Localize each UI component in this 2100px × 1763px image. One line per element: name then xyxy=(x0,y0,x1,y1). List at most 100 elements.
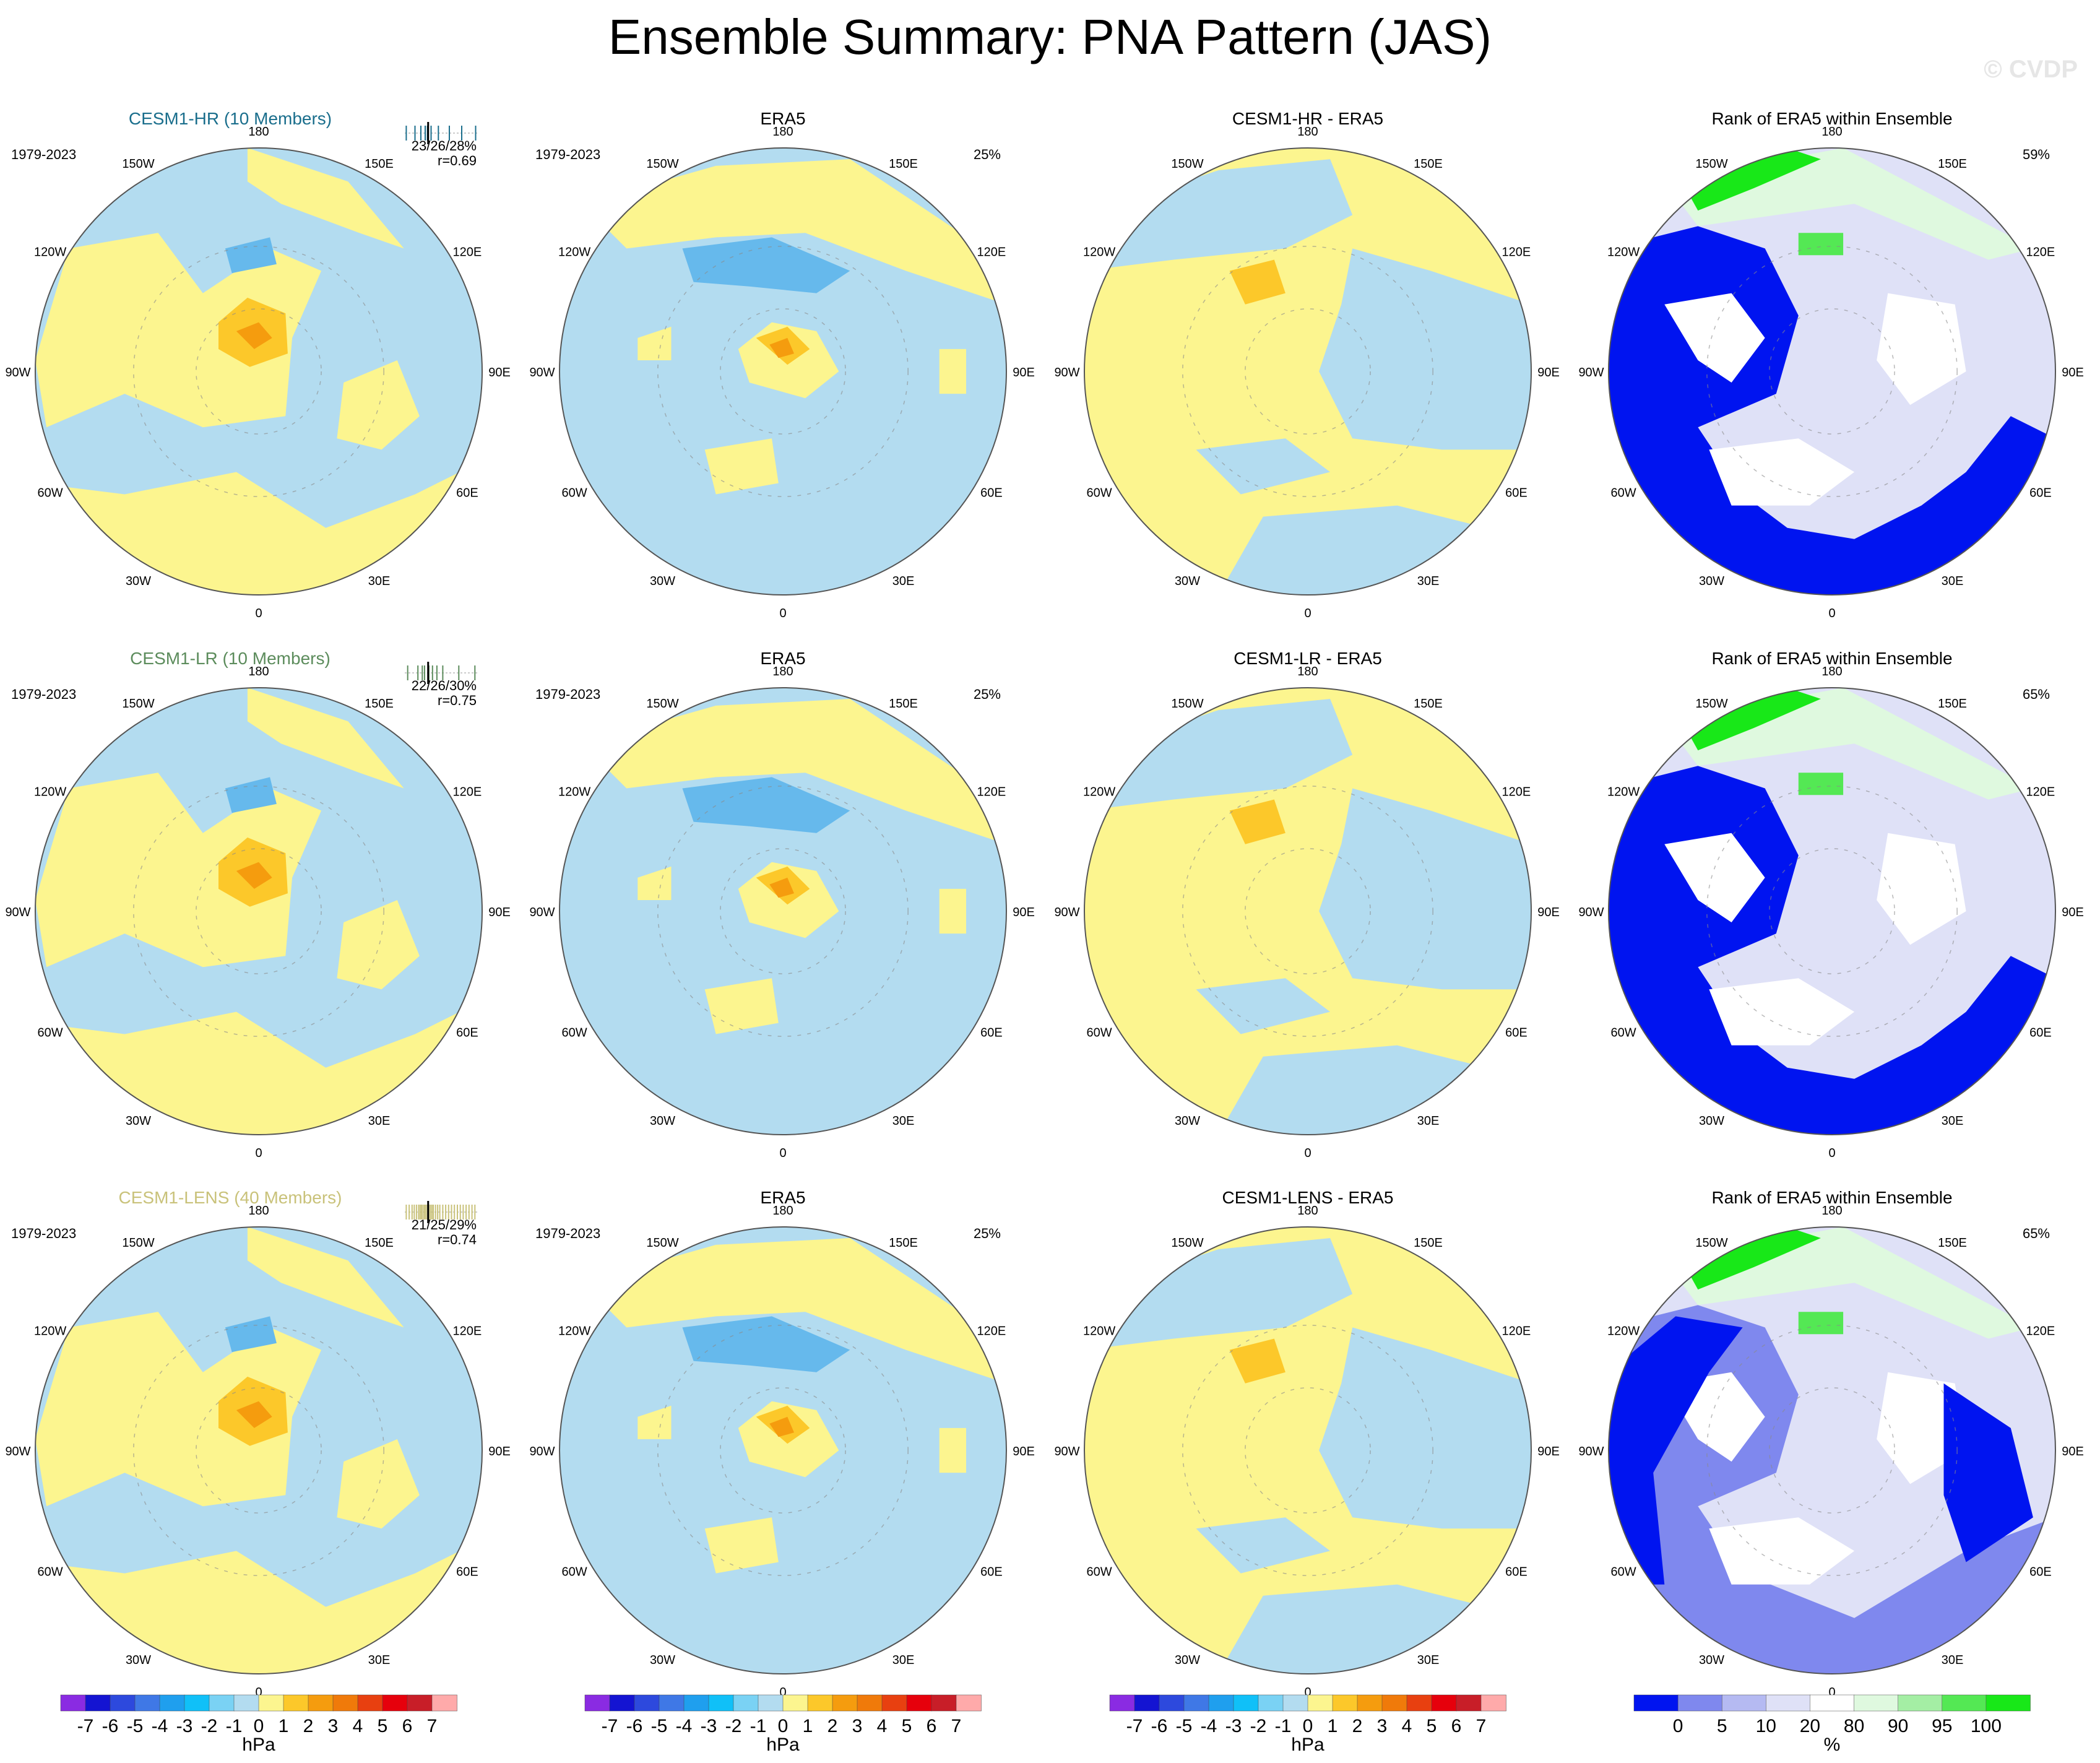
longitude-label: 30E xyxy=(1417,574,1440,588)
coastline xyxy=(196,1387,322,1514)
longitude-label: 30W xyxy=(1175,1114,1200,1128)
map-border xyxy=(559,147,1007,596)
colorbar-tick: 1 xyxy=(279,1716,289,1736)
cvdp-watermark: © CVDP xyxy=(1984,56,2078,83)
colorbar-swatch xyxy=(634,1694,660,1712)
longitude-label: 150W xyxy=(1695,157,1727,171)
longitude-label: 30W xyxy=(1175,1653,1200,1667)
longitude-label: 0 xyxy=(779,1146,786,1160)
longitude-label: 120E xyxy=(453,786,482,799)
rank-region xyxy=(1943,1383,2033,1562)
colorbar-tick: 6 xyxy=(927,1716,937,1736)
colorbar-tick: -5 xyxy=(127,1716,144,1736)
longitude-label: 150W xyxy=(1695,1236,1727,1250)
longitude-label: 0 xyxy=(1304,1686,1311,1699)
longitude-label: 90W xyxy=(1054,1445,1079,1458)
colorbar-tick: 7 xyxy=(951,1716,962,1736)
longitude-label: 120W xyxy=(558,246,590,259)
map-field xyxy=(560,1227,1006,1674)
longitude-label: 120E xyxy=(2026,786,2055,799)
diff-panel: 180 150E 120E 90E 60E 30E 0 30W 60W 90W 120W 150W CE… xyxy=(1054,109,1559,620)
contour-region xyxy=(1229,1338,1285,1384)
model-title: CESM1-LENS (40 Members) xyxy=(119,1188,342,1207)
contour-region xyxy=(682,777,850,833)
colorbar-swatch xyxy=(1258,1694,1284,1712)
colorbar-tick: -6 xyxy=(102,1716,119,1736)
variance-label: 25% xyxy=(974,147,1001,162)
rank-region xyxy=(1709,1517,1855,1585)
contour-region xyxy=(637,326,672,360)
longitude-label: 120W xyxy=(1083,786,1115,799)
coastline xyxy=(133,1325,384,1576)
map-background xyxy=(1084,688,1531,1135)
contour-region xyxy=(769,337,794,358)
longitude-label: 30E xyxy=(368,1653,391,1667)
contour-region xyxy=(682,237,850,293)
longitude-label: 90W xyxy=(529,906,555,919)
colorbar-tick: 7 xyxy=(1476,1716,1487,1736)
longitude-label: 30E xyxy=(892,574,915,588)
correlation-label: r=0.75 xyxy=(438,693,477,708)
colorbar-swatch xyxy=(134,1694,160,1712)
longitude-label: 0 xyxy=(1828,1146,1835,1160)
colorbar-swatch xyxy=(1134,1694,1160,1712)
longitude-label: 150W xyxy=(1695,697,1727,711)
longitude-label: 60E xyxy=(1505,1026,1527,1040)
rank-field xyxy=(1609,1227,2055,1674)
map-border xyxy=(1084,1226,1532,1674)
contour-region xyxy=(247,688,404,789)
rank-region xyxy=(1664,293,1765,383)
colorbar-swatch xyxy=(1208,1694,1234,1712)
colorbar-tick: 0 xyxy=(254,1716,264,1736)
longitude-label: 90E xyxy=(488,906,511,919)
longitude-label: 150E xyxy=(1414,697,1443,711)
colorbar-tick: 95 xyxy=(1932,1716,1952,1736)
longitude-label: 120E xyxy=(1502,246,1531,259)
colorbar-swatch xyxy=(258,1694,284,1712)
longitude-label: 30E xyxy=(1417,1653,1440,1667)
coastline xyxy=(133,246,384,497)
colorbar-swatch xyxy=(184,1694,210,1712)
colorbar-tick: -4 xyxy=(152,1716,168,1736)
longitude-label: 120W xyxy=(1083,246,1115,259)
longitude-label: 60E xyxy=(980,1566,1003,1579)
contour-region xyxy=(35,773,322,968)
colorbar-swatch xyxy=(431,1694,457,1712)
contour-region xyxy=(337,360,420,450)
map-border xyxy=(1608,1226,2056,1674)
colorbar-swatch xyxy=(1109,1694,1135,1712)
longitude-label: 150E xyxy=(1938,1236,1967,1250)
rank-field xyxy=(1609,688,2055,1135)
colorbar-swatch xyxy=(1633,1694,1679,1712)
longitude-label: 90E xyxy=(2062,906,2084,919)
colorbar-unit: hPa xyxy=(242,1735,275,1755)
colorbar-tick: 4 xyxy=(1402,1716,1412,1736)
longitude-label: 120W xyxy=(34,786,66,799)
coastline xyxy=(1182,1325,1433,1576)
coastline xyxy=(657,1325,909,1576)
longitude-label: 120W xyxy=(34,246,66,259)
stats-label: 22/26/30% xyxy=(412,678,477,693)
colorbar-diff: -7 -6 -5 -4 -3 -2 -1 0 1 2 3 4 5 6 7 hPa xyxy=(1109,1694,1506,1755)
coastline xyxy=(1245,1387,1371,1514)
longitude-label: 30E xyxy=(1942,1653,1964,1667)
longitude-label: 30E xyxy=(1417,1114,1440,1128)
contour-region xyxy=(939,888,966,934)
diff-title: CESM1-LR - ERA5 xyxy=(1234,649,1382,668)
coastline xyxy=(196,848,322,974)
longitude-label: 90E xyxy=(1013,366,1035,379)
variance-label: 25% xyxy=(974,1226,1001,1241)
map-border xyxy=(35,687,483,1135)
colorbar-tick: 10 xyxy=(1756,1716,1776,1736)
colorbar-swatch xyxy=(1480,1694,1506,1712)
longitude-label: 150E xyxy=(889,1236,918,1250)
contour-region xyxy=(1084,699,1353,811)
coastline xyxy=(1182,246,1433,497)
colorbar-tick: 5 xyxy=(902,1716,912,1736)
rank-region xyxy=(1709,438,1855,506)
model-panel: 180 150E 120E 90E 60E 30E 0 30W 60W 90W 120W 150W CE… xyxy=(5,1188,510,1699)
correlation-label: r=0.74 xyxy=(438,1232,477,1247)
obs-title: ERA5 xyxy=(760,649,805,668)
coastline xyxy=(1769,1387,1895,1514)
